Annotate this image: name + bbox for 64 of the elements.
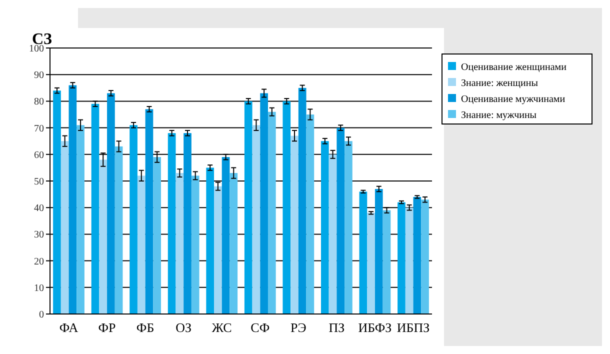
x-tick-label: ФА	[59, 320, 79, 335]
bar	[290, 136, 298, 314]
x-tick-label: ИБПЗ	[396, 320, 430, 335]
bar	[244, 101, 252, 314]
y-tick-label: 0	[39, 310, 44, 320]
bar	[91, 104, 100, 314]
bar	[298, 88, 306, 314]
bar	[306, 114, 314, 314]
x-tick-label: ИБФЗ	[358, 320, 392, 335]
bar	[145, 109, 154, 314]
x-tick-label: ФР	[98, 320, 116, 335]
y-tick-label: 60	[34, 150, 44, 161]
bar	[374, 188, 383, 314]
bar	[252, 125, 260, 314]
bar	[68, 85, 77, 314]
y-tick-label: 90	[34, 70, 44, 82]
bar	[130, 125, 138, 314]
x-tick-label: ФБ	[136, 320, 154, 335]
bar	[405, 208, 414, 314]
bar	[260, 93, 268, 314]
y-tick-label: 30	[34, 230, 44, 241]
bar	[336, 128, 345, 314]
bar	[99, 160, 108, 314]
bar	[114, 146, 123, 314]
bar	[53, 90, 61, 314]
bar	[168, 133, 176, 314]
bar	[76, 125, 84, 314]
bar	[328, 154, 337, 314]
bar	[176, 173, 184, 314]
bar	[282, 101, 291, 314]
bar	[206, 168, 214, 314]
y-tick-label: 80	[34, 96, 44, 108]
y-tick-label: 70	[34, 123, 44, 134]
x-tick-label: СФ	[250, 320, 270, 335]
bar	[421, 200, 429, 314]
bar	[214, 186, 222, 314]
legend-label: Оценивание мужчинами	[461, 94, 566, 105]
bar	[222, 157, 230, 314]
x-tick-label: ПЗ	[328, 320, 345, 335]
bar	[137, 176, 146, 314]
bar	[184, 133, 192, 314]
bar	[153, 157, 161, 314]
bar	[398, 202, 406, 314]
legend-label: Оценивание женщинами	[461, 62, 568, 73]
bar	[413, 196, 422, 314]
bar	[60, 141, 69, 314]
x-tick-label: ОЗ	[176, 320, 192, 335]
y-tick-label: 10	[34, 282, 44, 294]
bar	[359, 192, 368, 314]
y-tick-label: 20	[34, 256, 44, 268]
y-tick-label: 50	[34, 176, 44, 188]
bar	[230, 173, 238, 314]
legend-label: Знание: мужчины	[461, 110, 537, 121]
y-tick-label: 40	[34, 203, 44, 214]
bar	[344, 141, 352, 314]
bar	[321, 141, 329, 314]
x-tick-label: ЖС	[212, 320, 232, 335]
legend-label: Знание: женщины	[461, 78, 538, 89]
bar	[367, 212, 375, 314]
bar	[268, 112, 276, 314]
x-tick-label: РЭ	[290, 320, 307, 335]
bar	[107, 93, 115, 314]
bar	[191, 176, 200, 314]
bar	[382, 210, 391, 314]
